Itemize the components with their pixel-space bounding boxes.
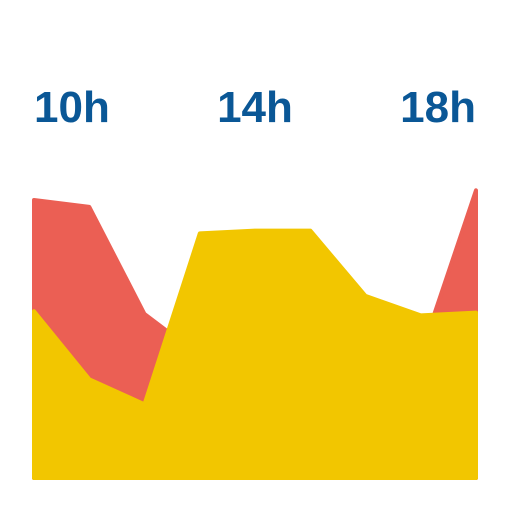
area-series-2 [32,228,478,480]
x-tick-labels: 10h 14h 18h [34,83,476,132]
x-tick-label: 18h [400,83,476,132]
x-tick-label: 14h [217,83,293,132]
x-tick-label: 10h [34,83,110,132]
area-series [32,188,478,480]
